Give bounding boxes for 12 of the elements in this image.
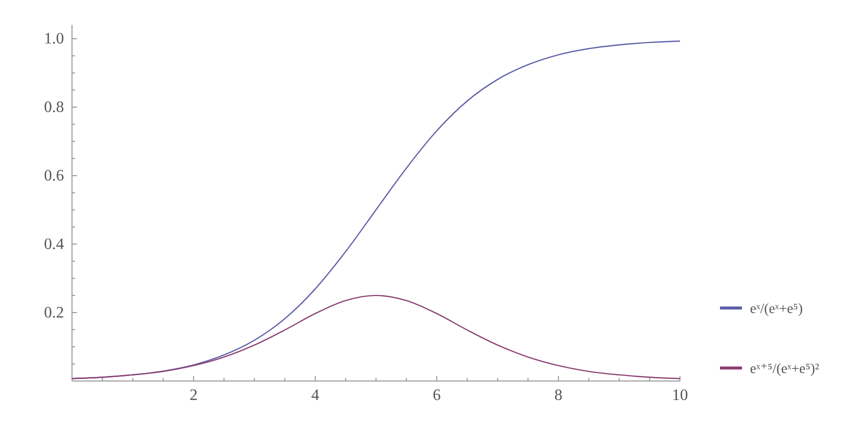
legend-label: eˣ/(eˣ+e⁵) [750,302,804,317]
y-tick-label: 0.4 [44,236,64,254]
x-tick-label: 8 [554,387,562,404]
y-tick-label: 0.8 [44,99,64,116]
legend-label: eˣ⁺⁵/(eˣ+e⁵)² [750,362,820,377]
y-tick-label: 1.0 [44,30,64,48]
x-tick-label: 6 [432,387,441,404]
y-tick-label: 0.2 [44,304,64,322]
x-tick-label: 2 [190,387,198,404]
x-tick-label: 10 [672,387,688,404]
y-tick-label: 0.6 [44,168,64,185]
x-tick-label: 4 [311,387,320,404]
